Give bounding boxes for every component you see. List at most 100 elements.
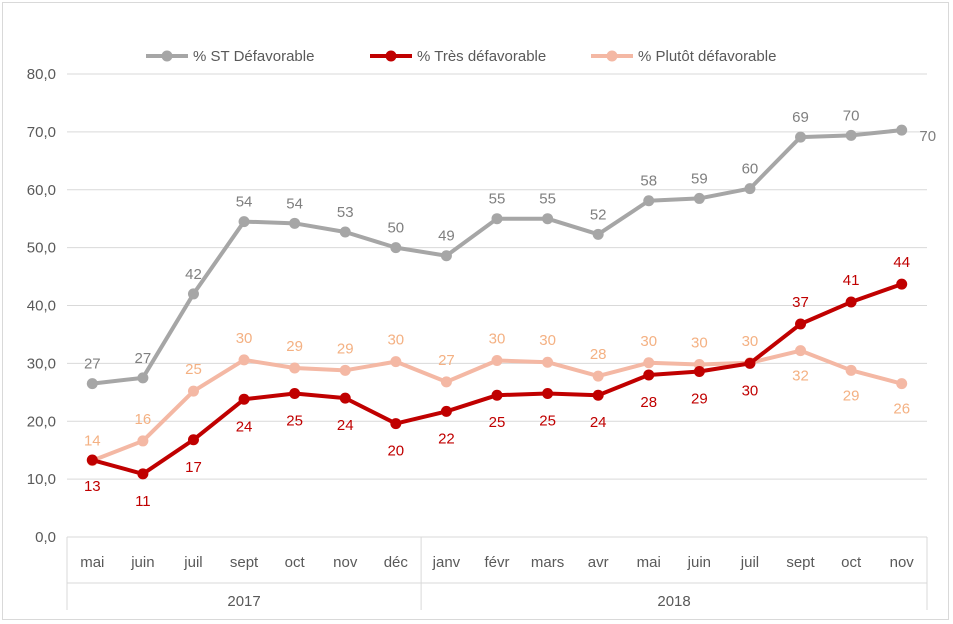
x-tick-label: janv (432, 554, 461, 571)
data-label-plutot-defavorable: 30 (742, 333, 759, 350)
data-label-plutot-defavorable: 27 (438, 352, 455, 369)
x-tick-label: oct (841, 554, 862, 571)
data-label-st-defavorable: 49 (438, 228, 455, 245)
data-label-plutot-defavorable: 30 (236, 330, 253, 347)
data-point-st-defavorable (643, 195, 655, 207)
x-group-label: 2018 (657, 593, 690, 610)
data-point-st-defavorable (542, 213, 554, 225)
legend-marker-st-defavorable (161, 50, 173, 62)
x-tick-label: sept (230, 554, 259, 571)
data-point-tres-defavorable (795, 318, 807, 330)
data-point-plutot-defavorable (592, 370, 604, 382)
data-point-plutot-defavorable (137, 435, 149, 447)
data-label-plutot-defavorable: 30 (387, 332, 404, 349)
data-label-st-defavorable: 58 (640, 173, 657, 190)
data-point-tres-defavorable (137, 468, 149, 480)
data-label-tres-defavorable: 24 (236, 418, 253, 435)
x-group-label: 2017 (227, 593, 260, 610)
data-label-st-defavorable: 53 (337, 204, 354, 221)
x-tick-label: déc (384, 554, 409, 571)
data-point-tres-defavorable (289, 387, 301, 399)
x-tick-label: sept (786, 554, 815, 571)
data-label-st-defavorable: 54 (236, 194, 253, 211)
x-tick-label: juin (687, 554, 711, 571)
data-label-st-defavorable: 59 (691, 170, 708, 187)
data-label-tres-defavorable: 41 (843, 272, 860, 289)
data-label-tres-defavorable: 25 (286, 412, 303, 429)
x-tick-label: avr (588, 554, 609, 571)
y-tick-label: 50,0 (27, 240, 56, 257)
data-label-plutot-defavorable: 30 (539, 332, 556, 349)
data-label-st-defavorable: 69 (792, 109, 809, 126)
data-label-st-defavorable: 70 (843, 107, 860, 124)
data-point-plutot-defavorable (289, 362, 301, 374)
y-tick-label: 0,0 (35, 529, 56, 546)
data-point-st-defavorable (845, 129, 857, 141)
data-label-st-defavorable: 70 (919, 128, 936, 145)
data-point-tres-defavorable (187, 434, 199, 446)
y-tick-label: 70,0 (27, 124, 56, 141)
data-point-st-defavorable (339, 226, 351, 238)
data-label-plutot-defavorable: 30 (489, 330, 506, 347)
x-tick-label: mai (637, 554, 661, 571)
data-label-tres-defavorable: 13 (84, 478, 101, 495)
data-label-tres-defavorable: 24 (337, 417, 354, 434)
legend-label-st-defavorable: % ST Défavorable (193, 48, 314, 65)
data-point-tres-defavorable (896, 278, 908, 290)
x-tick-label: oct (285, 554, 306, 571)
data-point-st-defavorable (693, 192, 705, 204)
x-tick-label: nov (890, 554, 915, 571)
data-point-plutot-defavorable (845, 364, 857, 376)
data-label-tres-defavorable: 17 (185, 459, 202, 476)
y-tick-label: 60,0 (27, 182, 56, 199)
data-label-plutot-defavorable: 29 (337, 340, 354, 357)
x-tick-label: mars (531, 554, 564, 571)
data-point-tres-defavorable (592, 389, 604, 401)
data-label-tres-defavorable: 37 (792, 294, 809, 311)
x-tick-label: juil (183, 554, 202, 571)
data-label-st-defavorable: 55 (489, 191, 506, 208)
legend-label-tres-defavorable: % Très défavorable (417, 48, 546, 65)
series-line-plutot-defavorable (90, 348, 904, 463)
data-point-plutot-defavorable (390, 356, 402, 368)
data-label-tres-defavorable: 20 (387, 443, 404, 460)
data-point-plutot-defavorable (187, 385, 199, 397)
data-point-st-defavorable (137, 372, 149, 384)
data-label-plutot-defavorable: 29 (843, 387, 860, 404)
y-tick-label: 10,0 (27, 471, 56, 488)
data-label-tres-defavorable: 28 (640, 394, 657, 411)
data-label-tres-defavorable: 29 (691, 390, 708, 407)
data-point-tres-defavorable (542, 387, 554, 399)
data-label-st-defavorable: 60 (742, 161, 759, 178)
x-tick-label: juin (130, 554, 154, 571)
data-point-st-defavorable (86, 378, 98, 390)
data-point-plutot-defavorable (896, 378, 908, 390)
data-label-plutot-defavorable: 26 (893, 401, 910, 418)
data-point-tres-defavorable (744, 357, 756, 369)
data-point-plutot-defavorable (643, 357, 655, 369)
data-point-st-defavorable (795, 131, 807, 143)
data-label-tres-defavorable: 22 (438, 430, 455, 447)
data-point-tres-defavorable (643, 369, 655, 381)
data-label-plutot-defavorable: 14 (84, 433, 101, 450)
data-point-tres-defavorable (86, 454, 98, 466)
data-label-st-defavorable: 42 (185, 266, 202, 283)
data-label-plutot-defavorable: 32 (792, 368, 809, 385)
data-point-plutot-defavorable (238, 354, 250, 366)
data-label-st-defavorable: 52 (590, 206, 607, 223)
data-point-st-defavorable (491, 213, 503, 225)
data-label-st-defavorable: 55 (539, 191, 556, 208)
y-tick-label: 30,0 (27, 355, 56, 372)
data-point-tres-defavorable (491, 389, 503, 401)
data-label-st-defavorable: 50 (387, 220, 404, 237)
data-point-st-defavorable (744, 183, 756, 195)
legend-marker-tres-defavorable (385, 50, 397, 62)
data-point-plutot-defavorable (542, 356, 554, 368)
data-point-plutot-defavorable (440, 376, 452, 388)
y-tick-label: 40,0 (27, 298, 56, 315)
data-point-st-defavorable (390, 242, 402, 254)
data-point-plutot-defavorable (795, 345, 807, 357)
data-label-st-defavorable: 27 (135, 350, 152, 367)
